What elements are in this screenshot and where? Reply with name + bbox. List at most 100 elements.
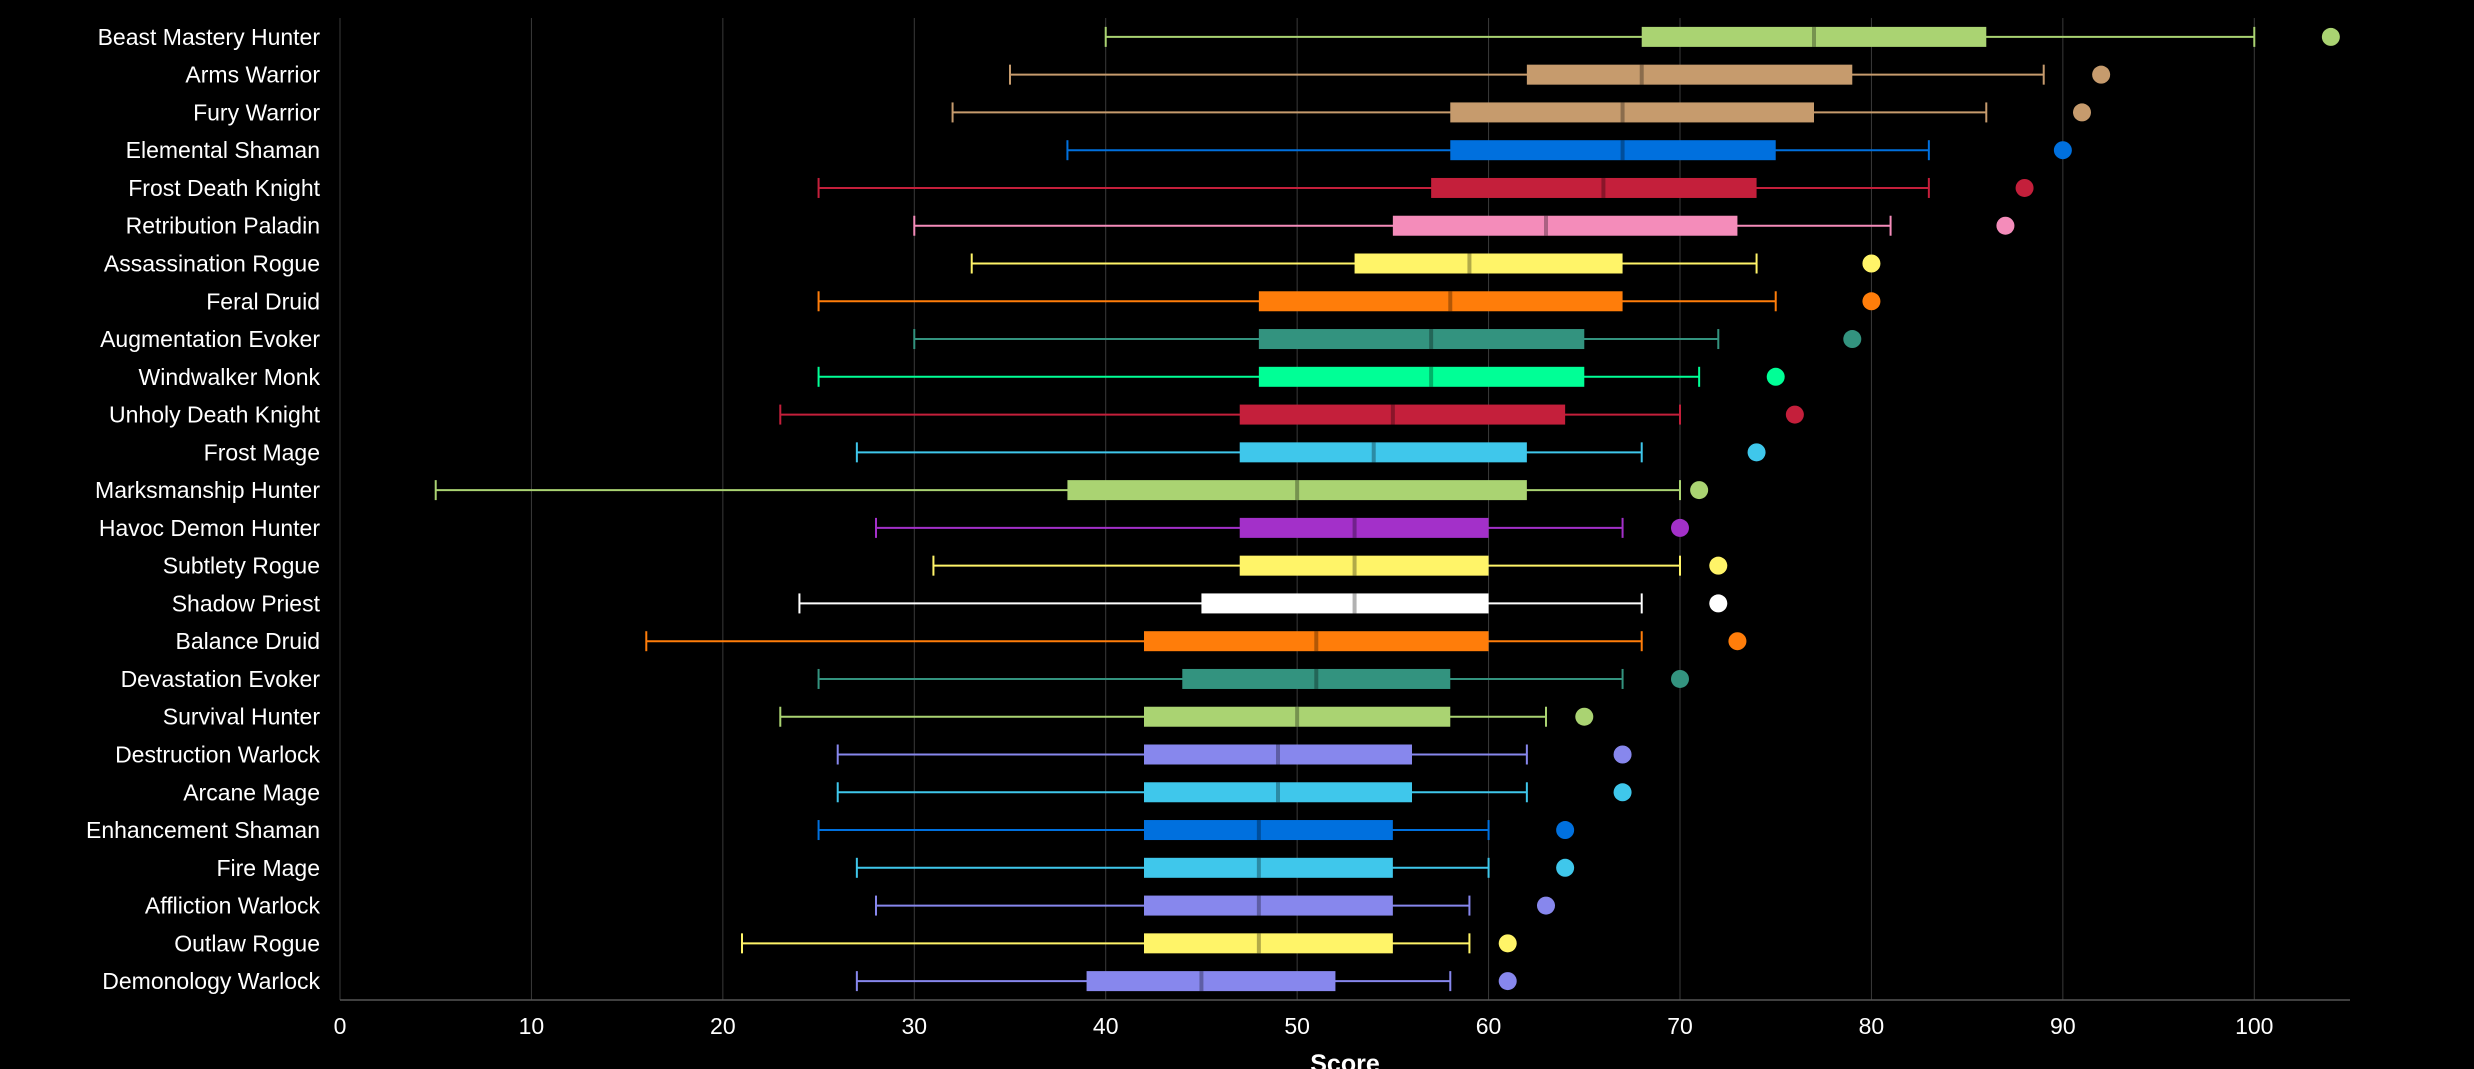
outlier-point: [1671, 519, 1689, 537]
iqr-box: [1240, 405, 1565, 425]
iqr-box: [1393, 216, 1738, 236]
outlier-point: [1690, 481, 1708, 499]
x-tick-label: 50: [1284, 1013, 1310, 1039]
spec-row: Feral Druid: [206, 288, 1880, 314]
outlier-point: [1671, 670, 1689, 688]
outlier-point: [1786, 406, 1804, 424]
spec-label: Windwalker Monk: [139, 364, 321, 390]
x-tick-label: 10: [519, 1013, 545, 1039]
spec-label: Survival Hunter: [163, 704, 321, 730]
x-axis-title: Score: [1310, 1050, 1380, 1069]
outlier-point: [2054, 141, 2072, 159]
outlier-point: [1614, 746, 1632, 764]
iqr-box: [1087, 971, 1336, 991]
outlier-point: [1709, 594, 1727, 612]
outlier-point: [1862, 292, 1880, 310]
iqr-box: [1144, 858, 1393, 878]
x-tick-label: 40: [1093, 1013, 1119, 1039]
spec-row: Arms Warrior: [185, 62, 2110, 88]
outlier-point: [1537, 897, 1555, 915]
outlier-point: [1614, 783, 1632, 801]
iqr-box: [1450, 102, 1814, 122]
spec-label: Feral Druid: [206, 288, 320, 314]
spec-row: Enhancement Shaman: [86, 817, 1574, 843]
iqr-box: [1240, 518, 1489, 538]
outlier-point: [1499, 934, 1517, 952]
spec-label: Shadow Priest: [172, 590, 321, 616]
x-tick-label: 20: [710, 1013, 736, 1039]
spec-label: Augmentation Evoker: [100, 326, 320, 352]
spec-label: Beast Mastery Hunter: [98, 24, 321, 50]
iqr-box: [1527, 65, 1852, 85]
spec-row: Fury Warrior: [193, 99, 2091, 125]
iqr-box: [1144, 820, 1393, 840]
spec-label: Balance Druid: [176, 628, 320, 654]
iqr-box: [1240, 442, 1527, 462]
spec-label: Demonology Warlock: [102, 968, 320, 994]
spec-row: Demonology Warlock: [102, 968, 1516, 994]
x-tick-label: 100: [2235, 1013, 2273, 1039]
spec-row: Frost Death Knight: [128, 175, 2033, 201]
outlier-point: [2322, 28, 2340, 46]
spec-row: Destruction Warlock: [115, 742, 1632, 768]
spec-label: Subtlety Rogue: [163, 553, 320, 579]
spec-label: Frost Mage: [204, 439, 320, 465]
outlier-point: [1575, 708, 1593, 726]
spec-row: Unholy Death Knight: [109, 402, 1804, 428]
spec-label: Arcane Mage: [183, 779, 320, 805]
spec-label: Destruction Warlock: [115, 742, 320, 768]
spec-label: Unholy Death Knight: [109, 402, 321, 428]
spec-row: Balance Druid: [176, 628, 1747, 654]
spec-label: Fury Warrior: [193, 99, 320, 125]
outlier-point: [2073, 103, 2091, 121]
iqr-box: [1259, 291, 1623, 311]
iqr-box: [1144, 933, 1393, 953]
outlier-point: [1996, 217, 2014, 235]
iqr-box: [1450, 140, 1775, 160]
spec-row: Subtlety Rogue: [163, 553, 1728, 579]
spec-label: Affliction Warlock: [145, 893, 321, 919]
outlier-point: [1728, 632, 1746, 650]
spec-row: Devastation Evoker: [121, 666, 1689, 692]
spec-label: Outlaw Rogue: [174, 930, 320, 956]
spec-row: Havoc Demon Hunter: [99, 515, 1689, 541]
outlier-point: [1709, 557, 1727, 575]
spec-label: Retribution Paladin: [126, 213, 320, 239]
spec-row: Outlaw Rogue: [174, 930, 1516, 956]
spec-label: Assassination Rogue: [104, 251, 320, 277]
x-tick-label: 0: [334, 1013, 347, 1039]
x-tick-label: 60: [1476, 1013, 1502, 1039]
spec-label: Marksmanship Hunter: [95, 477, 320, 503]
spec-label: Frost Death Knight: [128, 175, 320, 201]
spec-row: Assassination Rogue: [104, 251, 1881, 277]
outlier-point: [2016, 179, 2034, 197]
iqr-box: [1201, 593, 1488, 613]
outlier-point: [1748, 443, 1766, 461]
iqr-box: [1144, 896, 1393, 916]
iqr-box: [1259, 329, 1584, 349]
spec-label: Enhancement Shaman: [86, 817, 320, 843]
spec-row: Augmentation Evoker: [100, 326, 1861, 352]
spec-row: Windwalker Monk: [139, 364, 1785, 390]
x-tick-label: 90: [2050, 1013, 2076, 1039]
spec-row: Shadow Priest: [172, 590, 1728, 616]
spec-row: Arcane Mage: [183, 779, 1631, 805]
iqr-box: [1259, 367, 1584, 387]
spec-row: Frost Mage: [204, 439, 1766, 465]
spec-label: Devastation Evoker: [121, 666, 321, 692]
spec-row: Fire Mage: [216, 855, 1574, 881]
spec-label: Fire Mage: [216, 855, 320, 881]
spec-label: Arms Warrior: [185, 62, 320, 88]
spec-row: Retribution Paladin: [126, 213, 2015, 239]
outlier-point: [1556, 821, 1574, 839]
spec-row: Beast Mastery Hunter: [98, 24, 2340, 50]
outlier-point: [1862, 255, 1880, 273]
spec-label: Elemental Shaman: [126, 137, 320, 163]
iqr-box: [1355, 254, 1623, 274]
outlier-point: [1767, 368, 1785, 386]
spec-row: Elemental Shaman: [126, 137, 2072, 163]
spec-row: Marksmanship Hunter: [95, 477, 1708, 503]
spec-row: Affliction Warlock: [145, 893, 1555, 919]
iqr-box: [1431, 178, 1756, 198]
iqr-box: [1240, 556, 1489, 576]
